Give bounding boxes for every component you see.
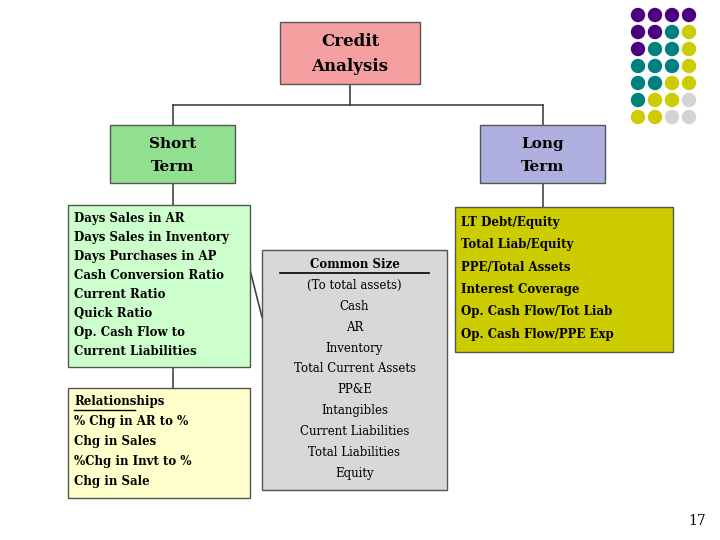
Text: Inventory: Inventory <box>326 342 383 355</box>
Text: Op. Cash Flow/Tot Liab: Op. Cash Flow/Tot Liab <box>461 305 613 319</box>
Circle shape <box>683 111 696 124</box>
Text: %Chg in Invt to %: %Chg in Invt to % <box>74 456 192 469</box>
FancyBboxPatch shape <box>262 250 447 490</box>
Text: Term: Term <box>150 160 194 174</box>
Text: AR: AR <box>346 321 363 334</box>
Text: Current Ratio: Current Ratio <box>74 288 166 301</box>
Text: Equity: Equity <box>336 467 374 480</box>
Circle shape <box>665 111 678 124</box>
Text: Cash: Cash <box>340 300 369 313</box>
Text: Quick Ratio: Quick Ratio <box>74 307 152 320</box>
Circle shape <box>631 59 644 72</box>
Circle shape <box>683 59 696 72</box>
Text: 17: 17 <box>688 514 706 528</box>
Text: Total Liabilities: Total Liabilities <box>308 446 400 459</box>
Text: % Chg in AR to %: % Chg in AR to % <box>74 415 188 429</box>
FancyBboxPatch shape <box>68 205 250 367</box>
Text: Interest Coverage: Interest Coverage <box>461 283 580 296</box>
Circle shape <box>649 9 662 22</box>
Text: Long: Long <box>521 137 564 151</box>
Circle shape <box>665 25 678 38</box>
Text: (To total assets): (To total assets) <box>307 279 402 292</box>
Circle shape <box>631 9 644 22</box>
Circle shape <box>649 93 662 106</box>
Text: Intangibles: Intangibles <box>321 404 388 417</box>
Circle shape <box>665 9 678 22</box>
Text: Relationships: Relationships <box>74 395 164 408</box>
Circle shape <box>631 77 644 90</box>
Text: Days Sales in Inventory: Days Sales in Inventory <box>74 231 229 244</box>
Circle shape <box>683 25 696 38</box>
Text: Common Size: Common Size <box>310 258 400 271</box>
FancyBboxPatch shape <box>280 22 420 84</box>
Circle shape <box>665 77 678 90</box>
Text: Term: Term <box>521 160 564 174</box>
Text: Current Liabilities: Current Liabilities <box>74 345 197 358</box>
Circle shape <box>683 43 696 56</box>
Circle shape <box>631 93 644 106</box>
Text: Chg in Sales: Chg in Sales <box>74 435 156 449</box>
Circle shape <box>649 77 662 90</box>
FancyBboxPatch shape <box>68 388 250 498</box>
FancyBboxPatch shape <box>110 125 235 183</box>
Text: Cash Conversion Ratio: Cash Conversion Ratio <box>74 269 224 282</box>
Circle shape <box>665 93 678 106</box>
Text: Op. Cash Flow/PPE Exp: Op. Cash Flow/PPE Exp <box>461 328 613 341</box>
Text: Current Liabilities: Current Liabilities <box>300 425 409 438</box>
Text: LT Debt/Equity: LT Debt/Equity <box>461 216 559 229</box>
Circle shape <box>649 111 662 124</box>
Text: Days Purchases in AP: Days Purchases in AP <box>74 250 217 263</box>
Circle shape <box>649 59 662 72</box>
Text: Total Current Assets: Total Current Assets <box>294 362 415 375</box>
Text: Chg in Sale: Chg in Sale <box>74 476 150 489</box>
FancyBboxPatch shape <box>455 207 673 352</box>
Text: Op. Cash Flow to: Op. Cash Flow to <box>74 326 185 339</box>
FancyBboxPatch shape <box>480 125 605 183</box>
Circle shape <box>649 43 662 56</box>
Circle shape <box>631 111 644 124</box>
Circle shape <box>631 25 644 38</box>
Text: Days Sales in AR: Days Sales in AR <box>74 212 184 225</box>
Circle shape <box>665 59 678 72</box>
Text: Analysis: Analysis <box>312 58 389 75</box>
Text: PPE/Total Assets: PPE/Total Assets <box>461 261 570 274</box>
Circle shape <box>665 43 678 56</box>
Circle shape <box>631 43 644 56</box>
Text: PP&E: PP&E <box>337 383 372 396</box>
Text: Credit: Credit <box>321 33 379 50</box>
Circle shape <box>683 9 696 22</box>
Circle shape <box>683 93 696 106</box>
Text: Short: Short <box>149 137 196 151</box>
Circle shape <box>683 77 696 90</box>
Circle shape <box>649 25 662 38</box>
Text: Total Liab/Equity: Total Liab/Equity <box>461 239 573 252</box>
